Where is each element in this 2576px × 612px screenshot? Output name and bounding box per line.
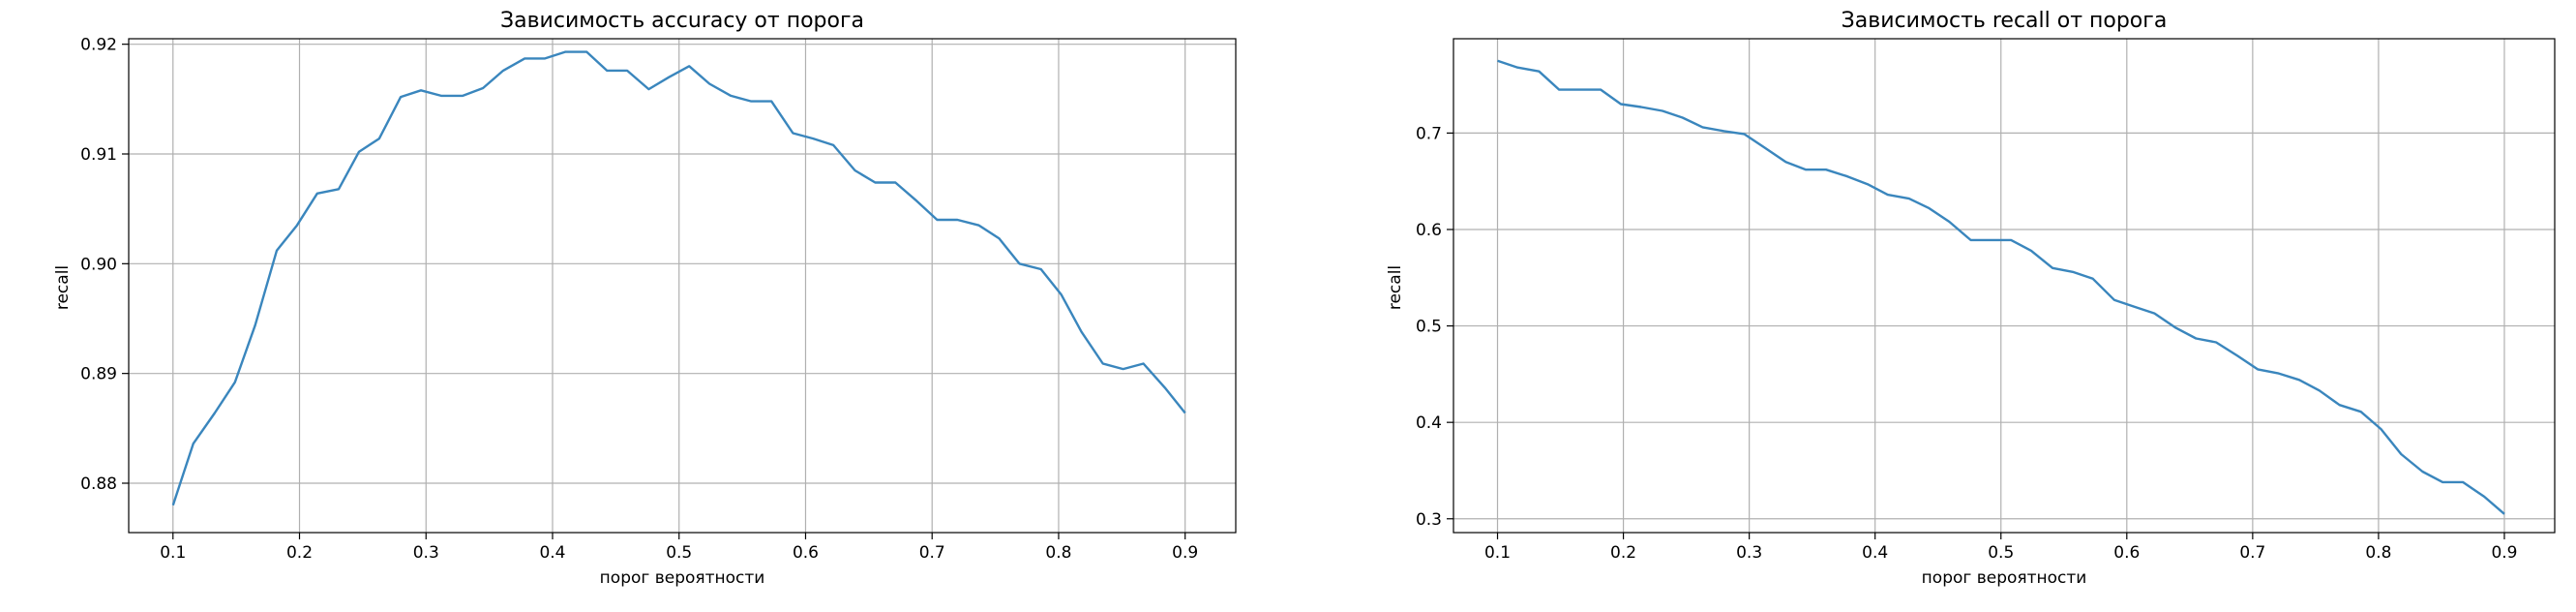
x-tick-label: 0.3 bbox=[413, 543, 439, 563]
y-tick-label: 0.3 bbox=[1416, 510, 1442, 530]
chart-title: Зависимость recall от порога bbox=[1842, 9, 2168, 33]
x-tick-label: 0.7 bbox=[919, 543, 945, 563]
y-tick-label: 0.92 bbox=[80, 36, 117, 55]
x-axis-label: порог вероятности bbox=[1922, 568, 2087, 588]
x-tick-label: 0.6 bbox=[793, 543, 819, 563]
x-tick-label: 0.6 bbox=[2113, 543, 2140, 563]
y-tick-label: 0.90 bbox=[80, 255, 117, 274]
y-tick-label: 0.88 bbox=[80, 474, 117, 494]
y-tick-label: 0.7 bbox=[1416, 124, 1442, 143]
x-tick-label: 0.2 bbox=[1610, 543, 1636, 563]
y-tick-label: 0.5 bbox=[1416, 318, 1442, 337]
y-tick-label: 0.6 bbox=[1416, 221, 1442, 240]
series-line bbox=[171, 50, 1186, 506]
x-tick-label: 0.2 bbox=[286, 543, 313, 563]
plot-frame bbox=[128, 38, 1237, 534]
chart-title: Зависимость accuracy от порога bbox=[500, 9, 864, 33]
x-tick-label: 0.9 bbox=[2491, 543, 2517, 563]
x-tick-label: 0.7 bbox=[2239, 543, 2265, 563]
recall-chart: Зависимость recall от порога порог вероя… bbox=[1386, 9, 2556, 588]
series-line bbox=[1497, 59, 2505, 515]
y-axis-label: recall bbox=[1386, 265, 1405, 310]
x-tick-label: 0.8 bbox=[2365, 543, 2391, 563]
plot-frame bbox=[1453, 38, 2556, 534]
x-tick-label: 0.1 bbox=[160, 543, 186, 563]
y-tick-label: 0.91 bbox=[80, 145, 117, 165]
accuracy-chart: Зависимость accuracy от порога порог вер… bbox=[53, 9, 1237, 588]
x-tick-label: 0.9 bbox=[1172, 543, 1198, 563]
x-tick-label: 0.1 bbox=[1484, 543, 1511, 563]
x-tick-label: 0.4 bbox=[539, 543, 565, 563]
x-tick-label: 0.3 bbox=[1736, 543, 1762, 563]
y-tick-label: 0.4 bbox=[1416, 413, 1442, 433]
x-axis-label: порог вероятности bbox=[600, 568, 765, 588]
y-tick-label: 0.89 bbox=[80, 365, 117, 384]
x-tick-label: 0.8 bbox=[1045, 543, 1071, 563]
x-tick-label: 0.5 bbox=[1988, 543, 2014, 563]
y-axis-label: recall bbox=[53, 265, 73, 310]
x-tick-label: 0.5 bbox=[666, 543, 692, 563]
x-tick-label: 0.4 bbox=[1862, 543, 1888, 563]
